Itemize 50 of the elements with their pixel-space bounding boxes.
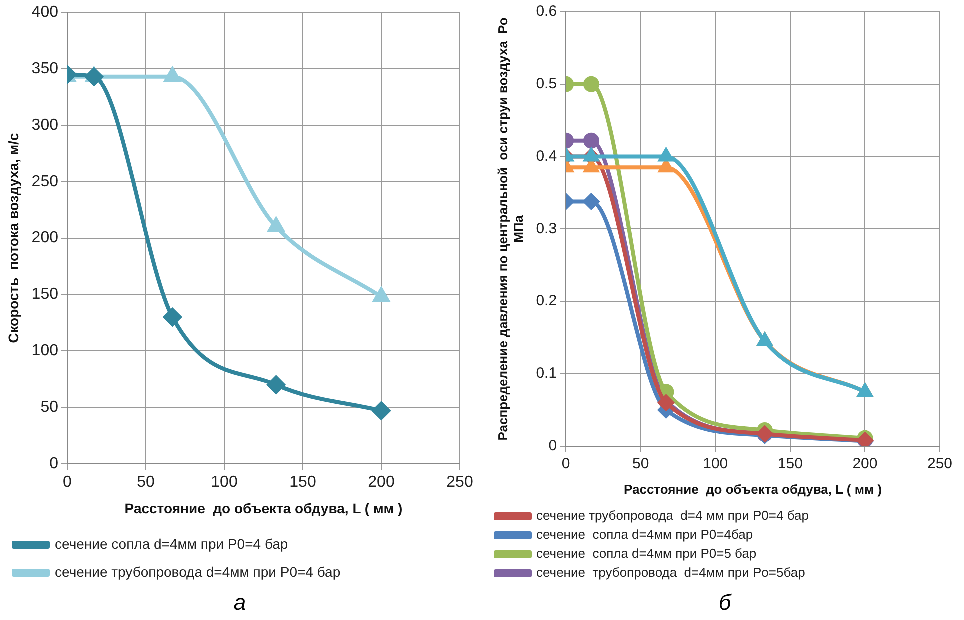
y-tick-label: 150 xyxy=(32,286,59,304)
point xyxy=(659,160,674,173)
point xyxy=(164,308,182,326)
y-axis-title: Скорость потока воздуха, м/с xyxy=(5,133,22,344)
point xyxy=(583,76,600,92)
y-tick-label: 0.6 xyxy=(536,3,558,20)
legend-label: сечение сопла d=4мм при P0=5 бар xyxy=(536,546,757,562)
x-tick-label: 100 xyxy=(211,474,238,492)
x-tick-label: 200 xyxy=(852,456,878,473)
point xyxy=(268,218,284,233)
y-tick-label: 250 xyxy=(32,173,59,190)
x-tick-label: 250 xyxy=(927,456,953,473)
point xyxy=(267,376,286,394)
x-tick-label: 200 xyxy=(368,474,395,492)
y-tick-label: 0.1 xyxy=(536,365,558,382)
legend-label: сечение трубопровода d=4мм при Po=5бар xyxy=(536,565,806,580)
y-tick-label: 0.3 xyxy=(536,220,558,238)
y-tick-label: 200 xyxy=(32,230,59,247)
y-tick-label: 400 xyxy=(32,4,59,22)
y-tick-label: 100 xyxy=(32,342,59,360)
text: б xyxy=(718,590,733,616)
x-tick-label: 150 xyxy=(290,474,316,492)
y-tick-label: 300 xyxy=(32,116,59,134)
legend-label: сечение сопла d=4мм при P0=4 бар xyxy=(55,536,288,552)
x-tick-label: 250 xyxy=(446,474,474,492)
x-tick-label: 50 xyxy=(137,474,155,492)
point xyxy=(85,68,104,86)
x-tick-label: 150 xyxy=(778,456,803,473)
y-tick-label: 350 xyxy=(32,60,59,78)
point xyxy=(584,160,599,173)
x-tick-label: 50 xyxy=(632,456,650,473)
y-tick-label: 0 xyxy=(548,438,558,455)
point xyxy=(372,402,390,420)
y-tick-label: 50 xyxy=(40,398,59,416)
x-tick-label: 0 xyxy=(562,456,570,473)
x-axis-title: Расстояние до объекта обдува, L ( мм ) xyxy=(124,500,403,516)
point xyxy=(659,148,674,162)
y-tick-label: 0.5 xyxy=(536,76,558,93)
y-axis-title: Распределение давления по центральной оси струи воздуха Ро МПа xyxy=(495,18,526,441)
legend-label: сечение трубопровода d=4мм при P0=4 бар xyxy=(55,564,341,580)
legend-label: сечение сопла d=4мм при P0=4бар xyxy=(536,527,754,542)
point xyxy=(584,148,599,162)
y-tick-label: 0.4 xyxy=(536,148,558,165)
x-axis-title: Расстояние до объекта обдува, L ( мм ) xyxy=(624,482,882,497)
text: а xyxy=(232,590,248,616)
x-tick-label: 100 xyxy=(703,456,728,473)
point xyxy=(583,194,600,210)
x-tick-label: 0 xyxy=(63,474,72,492)
legend-label: сечение трубопровода d=4 мм при P0=4 бар xyxy=(536,508,809,524)
y-tick-label: 0.2 xyxy=(536,292,558,310)
